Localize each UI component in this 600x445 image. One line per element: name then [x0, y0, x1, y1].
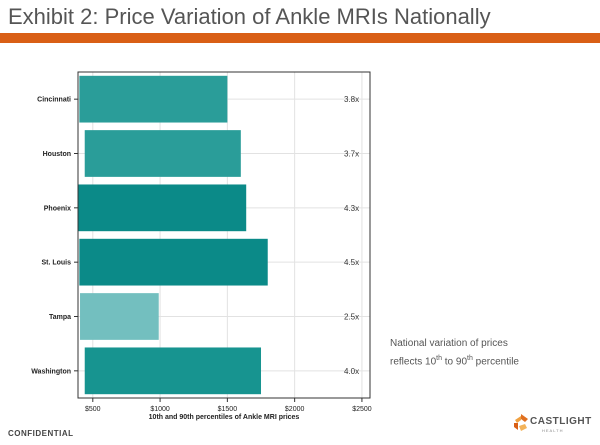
ratio-label: 2.5x [344, 313, 359, 322]
range-bar [80, 293, 159, 340]
note-sup-2: th [467, 355, 473, 362]
ratio-label: 3.7x [344, 150, 359, 159]
y-tick-label: Phoenix [44, 205, 71, 212]
ratio-label: 4.0x [344, 367, 359, 376]
chart-note: National variation of prices reflects 10… [390, 336, 580, 369]
x-tick-label: $2000 [285, 406, 305, 413]
plot-frame [77, 71, 371, 399]
range-bar [79, 238, 268, 286]
x-tick-label: $500 [85, 406, 101, 413]
logo-text: CASTLIGHT [530, 416, 592, 427]
plot-area [78, 72, 370, 398]
ratio-label: 4.5x [344, 258, 359, 267]
y-tick-label: Houston [43, 151, 71, 158]
logo-subtext: HEALTH [542, 428, 564, 433]
y-tick-label: Tampa [49, 314, 71, 321]
castlight-logo: CASTLIGHT HEALTH [513, 412, 593, 440]
confidential-label: CONFIDENTIAL [8, 429, 74, 438]
ratio-label: 4.3x [344, 204, 359, 213]
y-tick-label: St. Louis [41, 260, 71, 267]
note-line-2b: to 90 [441, 356, 468, 368]
note-line-2c: percentile [472, 356, 519, 368]
range-bar [84, 130, 241, 177]
range-bar [79, 75, 228, 123]
range-bar [84, 347, 262, 395]
castlight-logo-mark-icon [514, 414, 528, 431]
range-bar [78, 184, 247, 232]
note-sup-1: th [436, 355, 442, 362]
note-line-1: National variation of prices [390, 338, 508, 349]
x-tick-label: $1000 [150, 406, 170, 413]
note-line-2a: reflects 10 [390, 356, 437, 368]
y-tick-label: Cincinnati [37, 97, 71, 104]
x-axis-label: 10th and 90th percentiles of Ankle MRI p… [149, 414, 300, 421]
x-tick-label: $2500 [352, 406, 372, 413]
page-title: Exhibit 2: Price Variation of Ankle MRIs… [8, 4, 491, 29]
title-accent-bar [0, 33, 600, 43]
y-tick-label: Washington [31, 368, 71, 375]
ratio-label: 3.8x [344, 95, 359, 104]
x-tick-label: $1500 [218, 406, 238, 413]
